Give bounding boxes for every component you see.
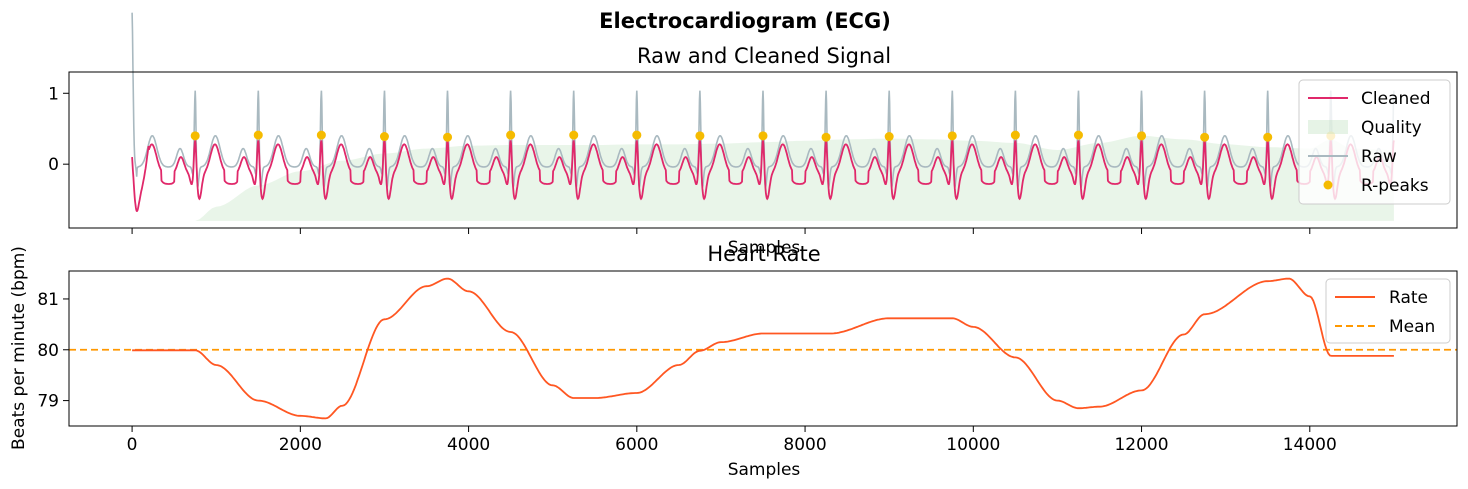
figure-title: Electrocardiogram (ECG) bbox=[599, 9, 891, 33]
panel2-xtick-label: 6000 bbox=[615, 435, 658, 455]
panel2-ylabel: Beats per minute (bpm) bbox=[9, 246, 29, 450]
panel1-legend: Cleaned Quality Raw R-peaks bbox=[1298, 79, 1451, 205]
panel2-xtick-label: 4000 bbox=[447, 435, 490, 455]
rate-line bbox=[132, 277, 1394, 420]
r-peak-point bbox=[190, 131, 200, 141]
r-peaks-markers bbox=[190, 130, 1336, 142]
raw-path bbox=[131, 12, 1395, 188]
heart-rate-panel: Heart Rate 0 2000 4000 6000 8000 10000 12000 14… bbox=[9, 242, 1458, 480]
panel2-ytick-label: 80 bbox=[37, 341, 59, 361]
panel1-ytick-label: 1 bbox=[48, 84, 59, 104]
panel2-xtick-label: 0 bbox=[127, 435, 138, 455]
r-peak-point bbox=[379, 132, 389, 142]
panel2-ytick-label: 79 bbox=[37, 392, 59, 412]
r-peak-point bbox=[1200, 132, 1210, 142]
legend-label: Mean bbox=[1389, 317, 1435, 337]
r-peak-point bbox=[821, 132, 831, 142]
r-peak-point bbox=[569, 130, 579, 140]
rate-path bbox=[132, 277, 1394, 420]
panel1-frame bbox=[68, 71, 1458, 229]
panel1-title: Raw and Cleaned Signal bbox=[637, 44, 891, 68]
panel2-ytick-label: 81 bbox=[37, 290, 59, 310]
panel2-xtick-label: 10000 bbox=[946, 435, 1000, 455]
r-peak-point bbox=[947, 131, 957, 141]
legend-box bbox=[1298, 79, 1451, 205]
r-peak-point bbox=[695, 131, 705, 141]
r-peak-point bbox=[316, 130, 326, 140]
r-peak-point bbox=[632, 130, 642, 140]
panel2-xtick-label: 2000 bbox=[279, 435, 322, 455]
panel2-frame bbox=[68, 270, 1458, 427]
quality-fill bbox=[195, 135, 1394, 221]
r-peak-point bbox=[758, 131, 768, 141]
panel1-axes: 01 bbox=[48, 84, 1311, 234]
legend-label: Rate bbox=[1389, 288, 1428, 308]
panel2-title: Heart Rate bbox=[707, 242, 820, 266]
r-peak-point bbox=[443, 132, 453, 142]
panel2-axes: 0 2000 4000 6000 8000 10000 12000 14000 79 80 81 bbox=[37, 290, 1336, 455]
legend-label: R-peaks bbox=[1361, 176, 1429, 196]
legend-rpeaks-swatch bbox=[1323, 180, 1333, 190]
raw-signal-line bbox=[131, 12, 1395, 188]
panel1-ytick-label: 0 bbox=[48, 155, 59, 175]
quality-area bbox=[195, 135, 1394, 221]
r-peak-point bbox=[1137, 131, 1147, 141]
cleaned-path bbox=[131, 140, 1395, 212]
panel2-xtick-label: 8000 bbox=[783, 435, 826, 455]
r-peak-point bbox=[1073, 130, 1083, 140]
r-peak-point bbox=[253, 130, 263, 140]
panel1-xlabel: Samples bbox=[728, 238, 801, 258]
r-peak-point bbox=[1010, 130, 1020, 140]
cleaned-signal-line bbox=[131, 140, 1395, 212]
legend-label: Raw bbox=[1361, 147, 1397, 167]
r-peak-point bbox=[1263, 132, 1273, 142]
legend-label: Quality bbox=[1361, 118, 1422, 138]
raw-cleaned-signal-panel: Raw and Cleaned Signal 01 Samples Cleane… bbox=[48, 12, 1458, 258]
panel2-xtick-label: 12000 bbox=[1114, 435, 1168, 455]
r-peak-point bbox=[506, 130, 516, 140]
r-peak-point bbox=[884, 132, 894, 142]
panel2-legend: Rate Mean bbox=[1325, 278, 1451, 344]
legend-quality-swatch bbox=[1308, 120, 1348, 134]
panel2-xtick-label: 14000 bbox=[1283, 435, 1337, 455]
panel2-xlabel: Samples bbox=[728, 460, 801, 480]
legend-label: Cleaned bbox=[1361, 89, 1431, 109]
